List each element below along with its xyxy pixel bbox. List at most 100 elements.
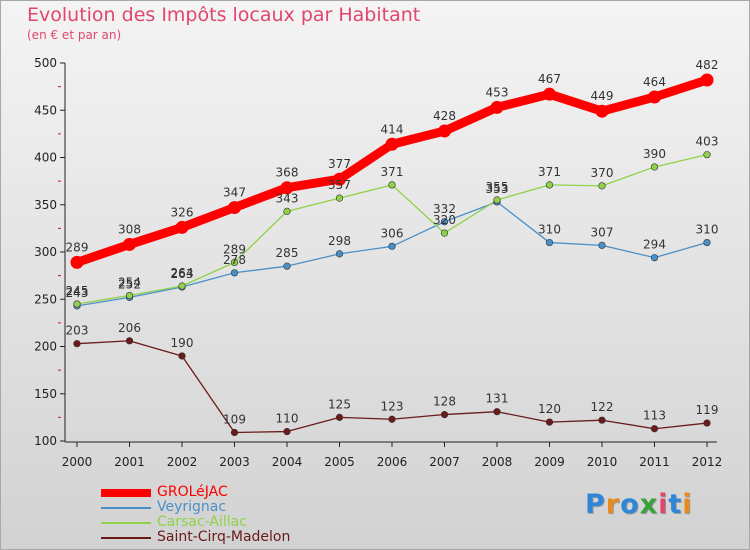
x-tick-label: 2004: [272, 455, 303, 469]
data-label: 289: [223, 242, 246, 256]
data-point: [493, 408, 501, 416]
data-point: [283, 427, 291, 436]
x-tick-label: 2000: [62, 455, 93, 469]
x-tick-label: 2001: [114, 455, 145, 469]
data-point: [545, 181, 554, 189]
data-label: 206: [118, 321, 141, 335]
data-point: [283, 207, 291, 215]
axes: 100 150 200 250 300 350 400 450 500 2000 2001 2002 2…: [34, 56, 722, 469]
data-point: [493, 196, 501, 204]
data-label: 264: [171, 266, 194, 280]
legend-label: Veyrignac: [157, 499, 227, 515]
data-label: 120: [538, 402, 561, 416]
data-label: 371: [381, 165, 404, 179]
data-label: 307: [591, 225, 614, 239]
data-label: 332: [433, 202, 456, 216]
data-point: [280, 181, 294, 195]
x-tick-label: 2007: [429, 455, 460, 469]
data-label: 368: [276, 166, 299, 180]
data-label: 243: [66, 286, 89, 300]
legend-swatch: [101, 507, 151, 509]
data-point: [178, 282, 186, 290]
data-point: [700, 73, 714, 87]
data-point: [545, 418, 554, 426]
data-point: [440, 229, 449, 237]
legend-label: Carsac-Aillac: [157, 514, 247, 530]
x-tick-label: 2002: [167, 455, 198, 469]
data-label: 306: [381, 226, 404, 240]
y-tick-label: 500: [34, 56, 57, 70]
data-point: [598, 241, 606, 249]
data-label: 377: [328, 157, 351, 171]
data-point: [125, 337, 134, 345]
x-tick-label: 2010: [587, 455, 618, 469]
data-point: [230, 269, 239, 277]
y-tick-label: 150: [34, 387, 57, 401]
data-point: [648, 90, 661, 104]
data-label: 326: [171, 205, 194, 219]
data-point: [650, 254, 659, 262]
x-tick-label: 2011: [639, 455, 670, 469]
data-point: [388, 415, 396, 423]
data-point: [545, 238, 554, 247]
data-point: [335, 413, 344, 421]
data-label: 125: [328, 397, 351, 411]
legend-label: GROLéJAC: [157, 484, 228, 500]
chart-subtitle: (en € et par an): [27, 28, 122, 42]
data-point: [125, 291, 134, 300]
data-point: [598, 182, 606, 190]
legend-swatch: [101, 537, 151, 539]
data-label: 254: [118, 275, 141, 289]
data-point: [228, 201, 241, 215]
data-label: 320: [433, 213, 456, 227]
y-tick-label: 350: [34, 198, 57, 212]
data-point: [703, 419, 711, 427]
data-label: 110: [276, 412, 299, 426]
data-point: [73, 300, 81, 308]
data-label: 310: [696, 223, 719, 237]
brand-logo: Proxiti: [585, 489, 693, 520]
x-tick-label: 2005: [324, 455, 355, 469]
legend-label: Saint-Cirq-Madelon: [157, 529, 291, 545]
data-label: 131: [486, 392, 509, 406]
data-point: [335, 250, 344, 258]
data-point: [333, 172, 346, 186]
data-point: [123, 237, 136, 251]
data-label: 119: [696, 403, 719, 417]
data-point: [650, 163, 659, 171]
data-label: 453: [486, 85, 509, 99]
y-tick-label: 200: [34, 340, 57, 354]
data-label: 347: [223, 186, 246, 200]
data-label: 355: [486, 180, 509, 194]
y-tick-label: 300: [34, 245, 57, 259]
data-point: [650, 425, 659, 433]
x-tick-label: 2006: [377, 455, 408, 469]
data-label: 263: [171, 267, 194, 281]
data-label: 113: [643, 409, 666, 423]
data-point: [283, 262, 291, 270]
y-tick-label: 450: [34, 103, 57, 117]
data-point: [598, 416, 606, 424]
data-label: 403: [696, 135, 719, 149]
data-label: 203: [66, 324, 89, 338]
legend-swatch: [101, 489, 151, 497]
data-label: 123: [381, 399, 404, 413]
data-point: [490, 100, 504, 114]
data-label: 390: [643, 147, 666, 161]
data-label: 294: [643, 238, 666, 252]
data-point: [335, 194, 344, 202]
data-point: [388, 242, 396, 250]
data-label: 252: [118, 277, 141, 291]
data-label: 128: [433, 395, 456, 409]
data-point: [70, 255, 84, 269]
data-label: 482: [696, 58, 719, 72]
data-points: [70, 73, 714, 437]
data-label: 190: [171, 336, 194, 350]
data-label: 310: [538, 223, 561, 237]
data-point: [438, 124, 451, 138]
data-label: 109: [223, 412, 246, 426]
legend-swatch: [101, 522, 151, 524]
data-label: 343: [276, 191, 299, 205]
